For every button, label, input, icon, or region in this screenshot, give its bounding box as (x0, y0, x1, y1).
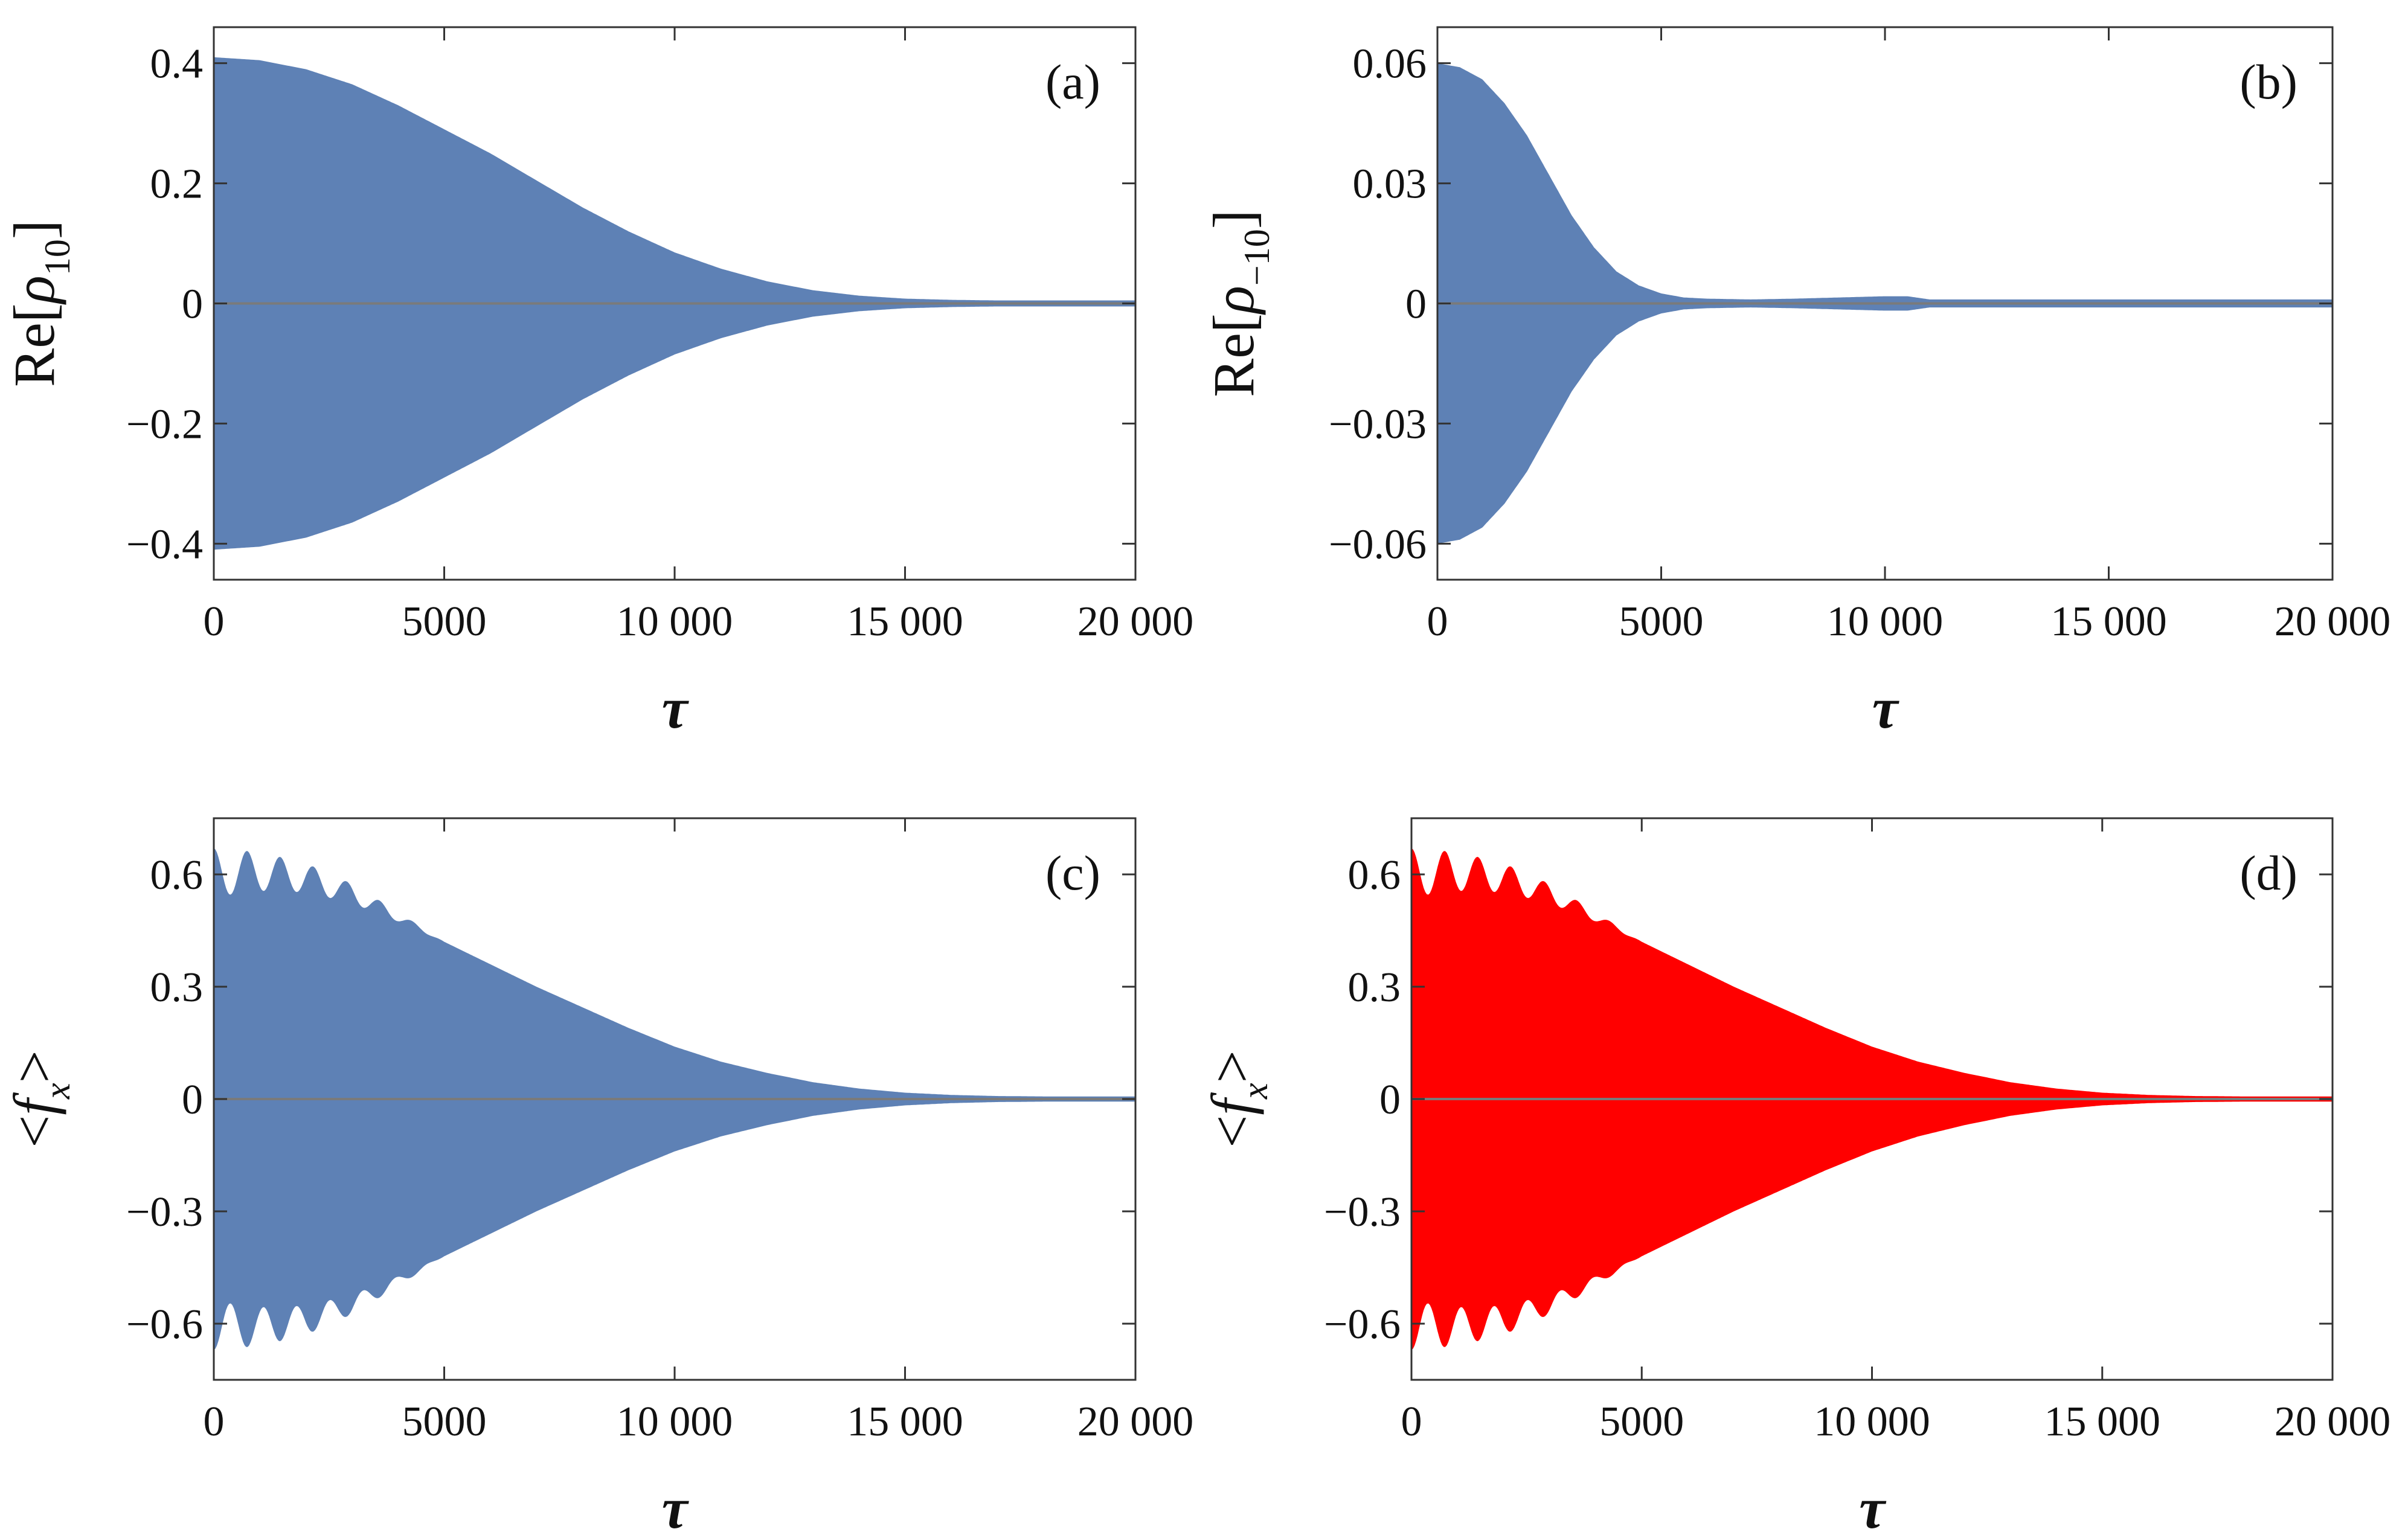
y-axis-label-subscript: −10 (1237, 229, 1277, 286)
y-tick-label: 0 (1405, 281, 1427, 328)
x-tick-label: 0 (204, 598, 225, 645)
x-tick-label: 20 000 (1077, 598, 1194, 645)
x-tick-label: 5000 (402, 1399, 487, 1445)
y-axis-label: <fx> (2, 1050, 77, 1148)
x-axis-label: τ (662, 676, 690, 740)
x-tick-label: 20 000 (2275, 1399, 2391, 1445)
y-tick-label: 0.6 (1348, 852, 1401, 899)
y-axis-label: Re[ρ10] (2, 220, 77, 387)
y-tick-label: 0 (182, 281, 203, 328)
y-tick-label: −0.03 (1329, 401, 1427, 447)
x-tick-label: 10 000 (1827, 598, 1944, 645)
y-tick-label: −0.6 (1324, 1301, 1401, 1348)
y-axis-label-prefix: < (2, 1115, 66, 1148)
y-tick-label: −0.6 (126, 1301, 203, 1348)
x-tick-label: 5000 (402, 598, 487, 645)
y-axis-label: Re[ρ−10] (1201, 210, 1277, 397)
panel-tag: (d) (2239, 845, 2297, 900)
x-axis-label: τ (662, 1476, 690, 1532)
x-tick-label: 0 (1401, 1399, 1422, 1445)
y-axis-label-subscript: x (37, 1083, 77, 1100)
y-axis-label-suffix: > (1199, 1050, 1264, 1083)
chart-panel-d: 0 5000 10 000 15 000 20 000 0.6 0.3 0 −0.3 −0.6 (d… (1199, 817, 2391, 1532)
y-axis-label-prefix: Re[ (1201, 313, 1266, 397)
x-tick-label: 15 000 (2044, 1399, 2161, 1445)
y-tick-label: 0.3 (1348, 964, 1401, 1011)
y-tick-label: 0 (182, 1077, 203, 1123)
x-tick-label: 20 000 (1077, 1399, 1194, 1445)
y-axis-label-suffix: > (2, 1050, 66, 1083)
x-tick-label: 15 000 (847, 598, 963, 645)
y-tick-label: 0 (1379, 1077, 1401, 1123)
y-axis-label: <fx> (1199, 1050, 1275, 1148)
y-axis-label-subscript: 10 (37, 239, 77, 275)
y-axis-label-suffix: ] (2, 220, 66, 239)
panel-tag: (b) (2239, 54, 2297, 109)
x-tick-label: 0 (204, 1399, 225, 1445)
y-tick-label: 0.03 (1353, 161, 1427, 208)
x-tick-label: 15 000 (2050, 598, 2167, 645)
panel-tag: (a) (1045, 54, 1100, 109)
y-tick-label: 0.6 (150, 852, 204, 899)
x-tick-label: 20 000 (2275, 598, 2391, 645)
x-tick-label: 10 000 (617, 598, 733, 645)
y-tick-label: −0.4 (126, 521, 203, 568)
y-tick-label: −0.06 (1329, 521, 1427, 568)
chart-panel-b: 0 5000 10 000 15 000 20 000 0.06 0.03 0 −0.03 −0.… (1201, 26, 2391, 740)
y-tick-label: −0.2 (126, 401, 203, 447)
y-axis-label-subscript: x (1235, 1083, 1275, 1100)
y-tick-label: −0.3 (126, 1189, 203, 1236)
chart-panel-c: 0 5000 10 000 15 000 20 000 0.6 0.3 0 −0.3 −0.6 (c… (2, 817, 1194, 1532)
y-axis-label-prefix: Re[ (2, 303, 66, 387)
y-axis-label-symbol: ρ (1201, 286, 1266, 315)
y-axis-label-symbol: ρ (2, 275, 66, 305)
x-axis-label: τ (1872, 676, 1900, 740)
x-axis-label: τ (1859, 1476, 1887, 1532)
x-tick-label: 15 000 (847, 1399, 963, 1445)
x-tick-label: 10 000 (617, 1399, 733, 1445)
y-tick-label: 0.3 (150, 964, 204, 1011)
x-tick-label: 0 (1427, 598, 1448, 645)
y-axis-label-prefix: < (1199, 1115, 1264, 1148)
y-axis-label-suffix: ] (1201, 210, 1266, 229)
y-tick-label: 0.2 (150, 161, 204, 208)
x-tick-label: 5000 (1619, 598, 1704, 645)
chart-panel-a: 0 5000 10 000 15 000 20 000 0.4 0.2 0 −0.2 −0.4 (a… (2, 26, 1194, 740)
y-tick-label: −0.3 (1324, 1189, 1401, 1236)
x-tick-label: 10 000 (1814, 1399, 1930, 1445)
y-tick-label: 0.06 (1353, 41, 1427, 88)
panel-tag: (c) (1045, 845, 1100, 900)
x-tick-label: 5000 (1599, 1399, 1684, 1445)
y-tick-label: 0.4 (150, 41, 204, 88)
